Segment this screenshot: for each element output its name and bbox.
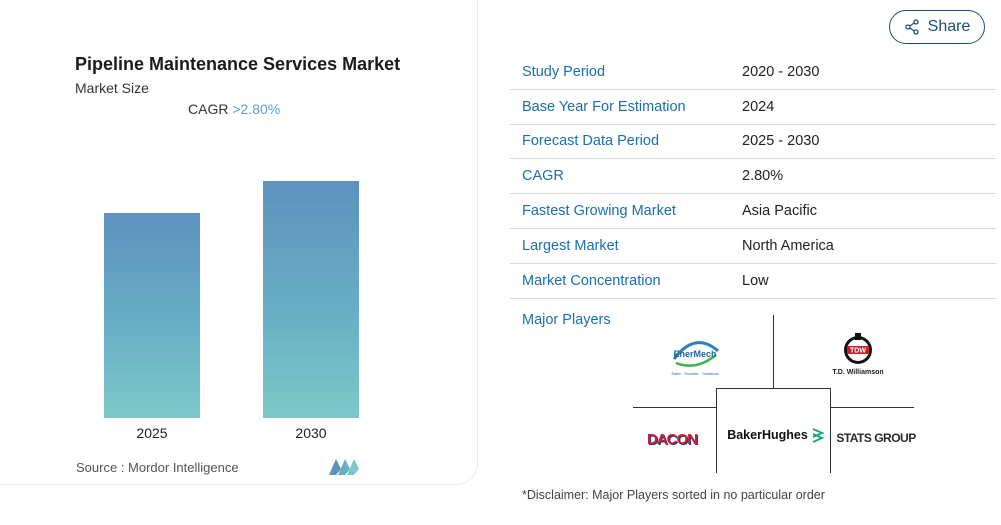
- cagr-label-text: CAGR: [188, 101, 229, 117]
- enermech-tagline: Safer · Smarter · Solutions: [671, 370, 719, 376]
- players-divider: [716, 388, 830, 389]
- x-tick-label: 2025: [136, 425, 168, 441]
- table-row-value: Low: [742, 272, 769, 289]
- mordor-logo-icon: [329, 459, 359, 475]
- table-row-value: Asia Pacific: [742, 203, 817, 220]
- stats-group-wordmark: STATS GROUP: [836, 431, 916, 445]
- share-icon: [904, 19, 919, 35]
- cagr-value: >2.80%: [232, 101, 281, 117]
- cagr-label: CAGR >2.80%: [188, 101, 280, 117]
- bakerhughes-chevron-icon: [812, 428, 825, 443]
- table-row-label[interactable]: CAGR: [522, 168, 564, 185]
- tdw-mark: TDW: [850, 348, 866, 355]
- table-row: Market Concentration Low: [510, 264, 996, 299]
- market-snapshot-table: Study Period 2020 - 2030 Base Year For Est…: [510, 55, 996, 299]
- table-row: Forecast Data Period 2025 - 2030: [510, 125, 996, 160]
- chart-title: Pipeline Maintenance Services Market: [75, 54, 401, 74]
- enermech-swoosh-icon: EnerMech: [672, 340, 719, 367]
- tdw-name: T.D. Williamson: [832, 369, 884, 376]
- table-row-label[interactable]: Study Period: [522, 63, 606, 80]
- enermech-logo[interactable]: EnerMech Safer · Smarter · Solutions: [650, 332, 740, 380]
- tdw-emblem-icon: TDW: [844, 333, 872, 364]
- table-row-label[interactable]: Fastest Growing Market: [522, 203, 676, 220]
- table-row-value: North America: [742, 237, 834, 254]
- chart-subtitle: Market Size: [75, 80, 149, 96]
- bar-2025: [104, 212, 200, 418]
- players-divider: [633, 407, 716, 408]
- x-tick-label: 2030: [295, 425, 327, 441]
- bakerhughes-logo[interactable]: BakerHughes: [722, 420, 830, 450]
- tdw-logo[interactable]: TDW T.D. Williamson: [825, 328, 891, 380]
- table-row-label[interactable]: Market Concentration: [522, 272, 661, 289]
- dacon-wordmark: DACON: [647, 430, 698, 448]
- table-row-value: 2.80%: [742, 168, 784, 185]
- table-row: Study Period 2020 - 2030: [510, 55, 996, 90]
- table-row: Base Year For Estimation 2024: [510, 90, 996, 125]
- table-row-value: 2025 - 2030: [742, 133, 820, 150]
- stats-group-logo[interactable]: STATS GROUP: [836, 425, 916, 451]
- table-row: CAGR 2.80%: [510, 159, 996, 195]
- share-label: Share: [927, 18, 971, 35]
- bar-2030: [263, 181, 359, 418]
- players-divider: [830, 407, 914, 408]
- market-size-card: Pipeline Maintenance Services Market Mar…: [0, 0, 478, 485]
- table-row-value: 2024: [742, 98, 775, 115]
- share-button[interactable]: Share: [889, 10, 985, 44]
- table-row: Fastest Growing Market Asia Pacific: [510, 194, 996, 229]
- enermech-wordmark: EnerMech: [673, 349, 716, 359]
- disclaimer-text: *Disclaimer: Major Players sorted in no …: [522, 488, 825, 502]
- players-divider: [773, 315, 774, 388]
- table-row-value: 2020 - 2030: [742, 63, 820, 80]
- dacon-logo[interactable]: DACON: [640, 425, 704, 453]
- players-divider: [830, 388, 831, 473]
- players-divider: [716, 388, 717, 473]
- chart-source: Source : Mordor Intelligence: [76, 460, 239, 475]
- table-row-label[interactable]: Largest Market: [522, 237, 619, 254]
- table-row-label[interactable]: Base Year For Estimation: [522, 98, 686, 115]
- major-players-label: Major Players: [522, 312, 611, 328]
- table-row: Largest Market North America: [510, 229, 996, 264]
- bakerhughes-wordmark: BakerHughes: [727, 428, 808, 442]
- table-row-label[interactable]: Forecast Data Period: [522, 133, 660, 150]
